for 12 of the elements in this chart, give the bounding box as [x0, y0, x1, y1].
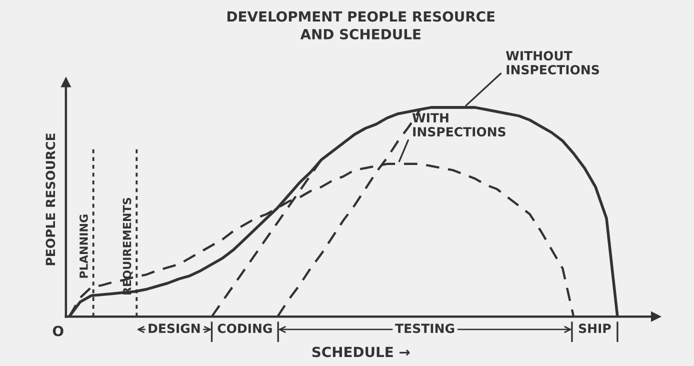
chart-title: DEVELOPMENT PEOPLE RESOURCE AND SCHEDULE [228, 11, 495, 40]
text: WITHOUT INSPECTIONS [506, 51, 599, 74]
annotation: PLANNING [79, 214, 88, 278]
x-axis-title: SCHEDULE → [312, 346, 410, 358]
text: O [52, 326, 64, 336]
annotation: REQUIREMENTS [122, 198, 133, 295]
text: TESTING [395, 324, 454, 334]
text: CODING [218, 324, 272, 334]
text: SHIP [578, 324, 611, 334]
text: DESIGN [148, 324, 200, 334]
y-axis-title: PEOPLE RESOURCE [46, 134, 56, 266]
text: WITH INSPECTIONS [412, 113, 506, 136]
